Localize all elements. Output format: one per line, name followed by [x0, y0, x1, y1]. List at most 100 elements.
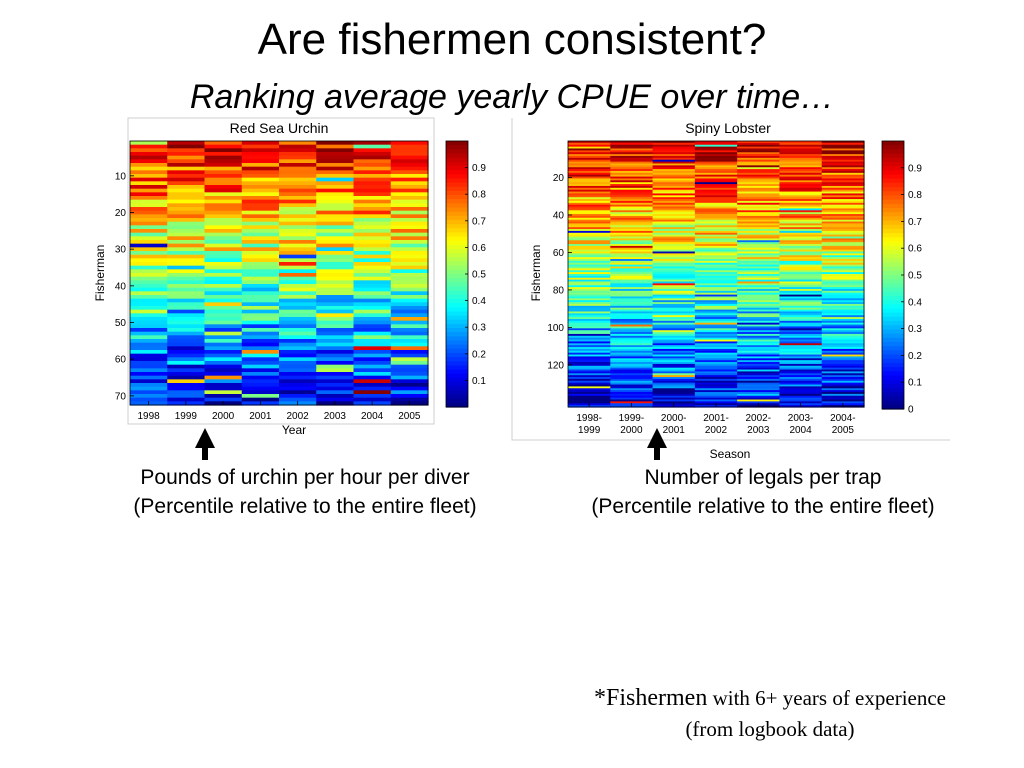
heatmap-cell: [316, 199, 355, 204]
heatmap-cell: [694, 287, 738, 290]
heatmap-cell: [821, 247, 865, 251]
heatmap-cell: [652, 283, 696, 286]
heatmap-cell: [279, 152, 317, 157]
colorbar-segment: [446, 286, 468, 292]
heatmap-cell: [130, 262, 168, 267]
heatmap-cell: [821, 292, 865, 296]
heatmap-cell: [167, 287, 206, 292]
heatmap-cell: [568, 217, 611, 221]
heatmap-cell: [130, 225, 168, 230]
heatmap-cell: [130, 243, 168, 248]
heatmap-cell: [737, 401, 781, 404]
heatmap-cell: [821, 307, 865, 311]
heatmap-cell: [279, 287, 317, 292]
heatmap-cell: [204, 188, 243, 193]
colorbar-segment: [446, 282, 468, 288]
heatmap-cell: [204, 152, 243, 157]
heatmap-cell: [167, 196, 206, 201]
heatmap-cell: [737, 161, 781, 165]
heatmap-cell: [779, 326, 823, 329]
heatmap-cell: [610, 318, 654, 322]
heatmap-cell: [737, 266, 781, 269]
heatmap-cell: [610, 244, 654, 247]
colorbar-segment: [882, 203, 904, 209]
heatmap-cell: [821, 249, 865, 253]
heatmap-cell: [610, 195, 654, 198]
heatmap-cell: [694, 290, 738, 294]
heatmap-cell: [821, 270, 865, 273]
heatmap-cell: [737, 326, 781, 329]
heatmap-cell: [652, 356, 696, 359]
heatmap-cell: [204, 225, 243, 230]
heatmap-cell: [241, 199, 280, 204]
heatmap-cell: [737, 169, 781, 172]
heatmap-cell: [610, 170, 654, 174]
colorbar-segment: [446, 340, 468, 346]
heatmap-cell: [568, 315, 611, 318]
heatmap-cell: [353, 203, 392, 208]
heatmap-cell: [737, 378, 781, 382]
heatmap-cell: [568, 227, 611, 230]
heatmap-cell: [568, 152, 611, 155]
heatmap-cell: [821, 182, 865, 185]
heatmap-cell: [779, 189, 823, 193]
heatmap-cell: [652, 268, 696, 271]
heatmap-cell: [316, 196, 355, 201]
heatmap-cell: [568, 300, 611, 303]
heatmap-cell: [390, 276, 429, 281]
heatmap-cell: [316, 207, 355, 212]
heatmap-cell: [204, 273, 243, 278]
heatmap-cell: [779, 290, 823, 294]
heatmap-cell: [694, 305, 738, 309]
heatmap-cell: [279, 174, 317, 179]
heatmap-cell: [241, 346, 280, 351]
heatmap-cell: [694, 193, 738, 196]
heatmap-cell: [694, 152, 738, 155]
heatmap-cell: [779, 397, 823, 401]
heatmap-cell: [279, 375, 317, 380]
heatmap-cell: [130, 357, 168, 362]
heatmap-cell: [821, 328, 865, 331]
heatmap-cell: [204, 383, 243, 388]
heatmap-cell: [130, 174, 168, 179]
heatmap-cell: [652, 260, 696, 264]
colorbar-segment: [882, 295, 904, 301]
heatmap-cell: [130, 185, 168, 190]
heatmap-cell: [241, 218, 280, 223]
heatmap-cell: [610, 240, 654, 243]
heatmap-cell: [821, 244, 865, 247]
heatmap-cell: [821, 318, 865, 322]
heatmap-cell: [167, 181, 206, 186]
colorbar-segment: [882, 333, 904, 339]
heatmap-cell: [353, 163, 392, 168]
heatmap-cell: [204, 221, 243, 226]
heatmap-cell: [353, 148, 392, 153]
heatmap-cell: [694, 202, 738, 206]
heatmap-cell: [737, 294, 781, 298]
heatmap-cell: [610, 185, 654, 189]
heatmap-cell: [316, 346, 355, 351]
heatmap-cell: [241, 317, 280, 322]
heatmap-cell: [568, 313, 611, 316]
heatmap-cell: [652, 223, 696, 226]
heatmap-cell: [779, 150, 823, 153]
heatmap-cell: [779, 264, 823, 268]
x-tick-label: 2004: [361, 411, 384, 422]
colorbar-segment: [446, 402, 468, 408]
heatmap-cell: [353, 346, 392, 351]
heatmap-cell: [167, 203, 206, 208]
heatmap-cell: [694, 332, 738, 335]
heatmap-cell: [568, 161, 611, 165]
heatmap-cell: [568, 332, 611, 335]
heatmap-cell: [568, 360, 611, 363]
heatmap-cell: [130, 335, 168, 340]
heatmap-cell: [204, 159, 243, 164]
heatmap-cell: [821, 369, 865, 373]
heatmap-cell: [737, 335, 781, 339]
heatmap-cell: [353, 236, 392, 241]
heatmap-cell: [167, 324, 206, 329]
heatmap-cell: [737, 309, 781, 313]
colorbar-segment: [882, 149, 904, 155]
heatmap-cell: [316, 236, 355, 241]
colorbar-tick-label: 0.7: [908, 217, 922, 228]
